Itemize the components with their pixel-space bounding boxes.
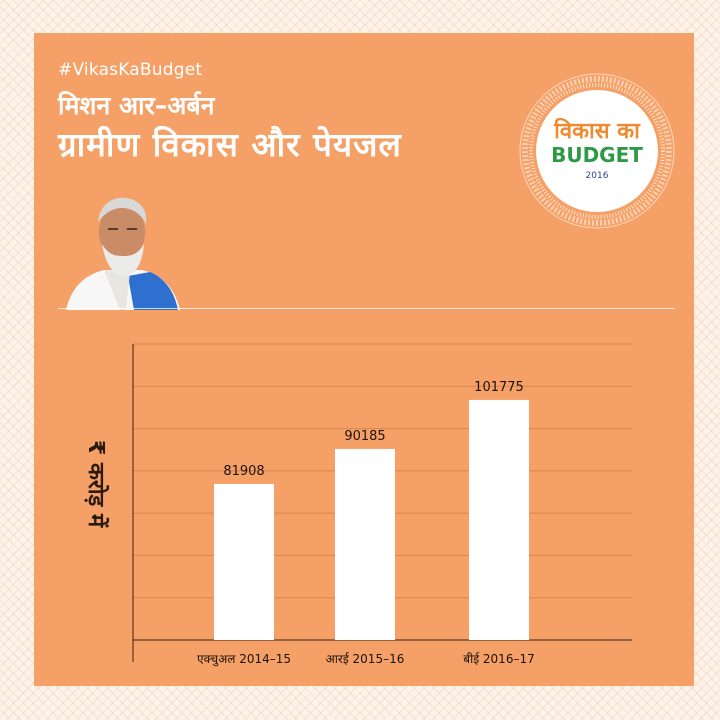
y-axis-label: ₹ करोड़ में [83, 440, 108, 528]
bar [335, 448, 395, 640]
data-label: 81908 [223, 464, 264, 479]
data-label: 101775 [474, 380, 524, 395]
data-label: 90185 [344, 429, 385, 444]
logo-line-2: BUDGET [551, 143, 643, 167]
header-divider [58, 308, 675, 309]
portrait-image [66, 197, 180, 310]
vikas-ka-budget-logo: विकास का BUDGET 2016 [519, 73, 675, 229]
x-tick-label: बीई 2016–17 [463, 652, 534, 666]
hashtag: #VikasKaBudget [58, 60, 203, 80]
x-tick-label: आरई 2015–16 [326, 652, 405, 666]
page-title: ग्रामीण विकास और पेयजल [58, 125, 402, 164]
x-tick-label: एक्चुअल 2014–15 [197, 652, 291, 667]
bar [469, 399, 529, 640]
logo-year: 2016 [586, 171, 609, 181]
logo-line-1: विकास का [553, 117, 641, 144]
bar [214, 483, 274, 640]
subtitle: मिशन आर–अर्बन [58, 91, 215, 120]
